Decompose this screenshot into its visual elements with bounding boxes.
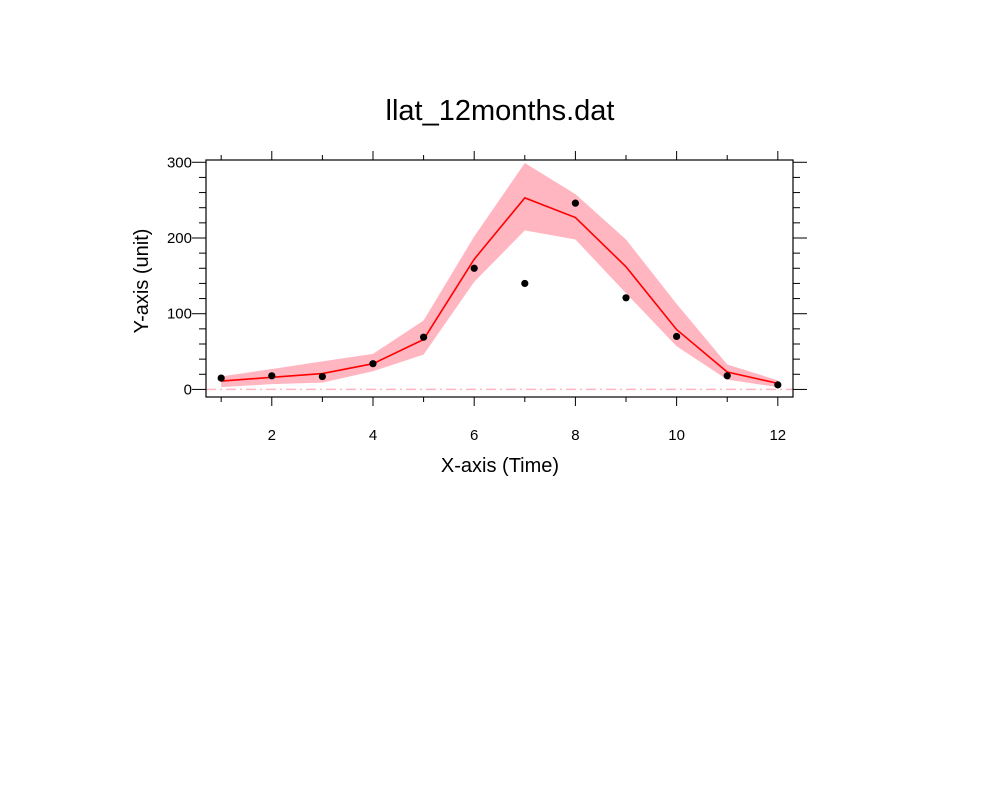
chart-title: llat_12months.dat — [386, 95, 615, 127]
confidence-band — [221, 163, 778, 388]
y-tick-label: 200 — [167, 230, 192, 247]
observation-points-layer — [217, 199, 782, 389]
y-tick-label: 100 — [167, 306, 192, 323]
x-tick-label: 12 — [769, 427, 786, 444]
x-tick-labels: 2 4 6 8 10 12 — [268, 427, 787, 444]
x-tick-label: 2 — [268, 427, 276, 444]
y-axis-label: Y-axis (unit) — [131, 229, 153, 334]
data-point — [622, 294, 630, 302]
y-tick-label: 0 — [184, 381, 192, 398]
y-tick-label: 300 — [167, 154, 192, 171]
data-point — [419, 333, 428, 341]
data-point — [470, 264, 478, 272]
y-tick-labels: 0 100 200 300 — [167, 154, 192, 398]
tick-marks — [192, 151, 807, 406]
x-tick-label: 6 — [470, 427, 478, 444]
data-point — [369, 360, 377, 368]
x-tick-label: 4 — [369, 427, 377, 444]
data-point — [571, 199, 580, 207]
data-point — [774, 381, 782, 389]
mean-line-layer — [221, 196, 778, 385]
plot-frame — [205, 159, 794, 398]
data-point — [217, 374, 225, 382]
data-point — [318, 372, 326, 381]
confidence-band-layer — [221, 163, 778, 388]
data-point — [723, 372, 731, 380]
x-tick-label: 8 — [571, 427, 579, 444]
data-point — [673, 332, 681, 341]
x-axis-label: X-axis (Time) — [441, 455, 559, 477]
data-point — [521, 279, 529, 288]
mean-line — [221, 196, 778, 385]
data-point — [268, 372, 276, 380]
x-tick-label: 10 — [668, 427, 685, 444]
